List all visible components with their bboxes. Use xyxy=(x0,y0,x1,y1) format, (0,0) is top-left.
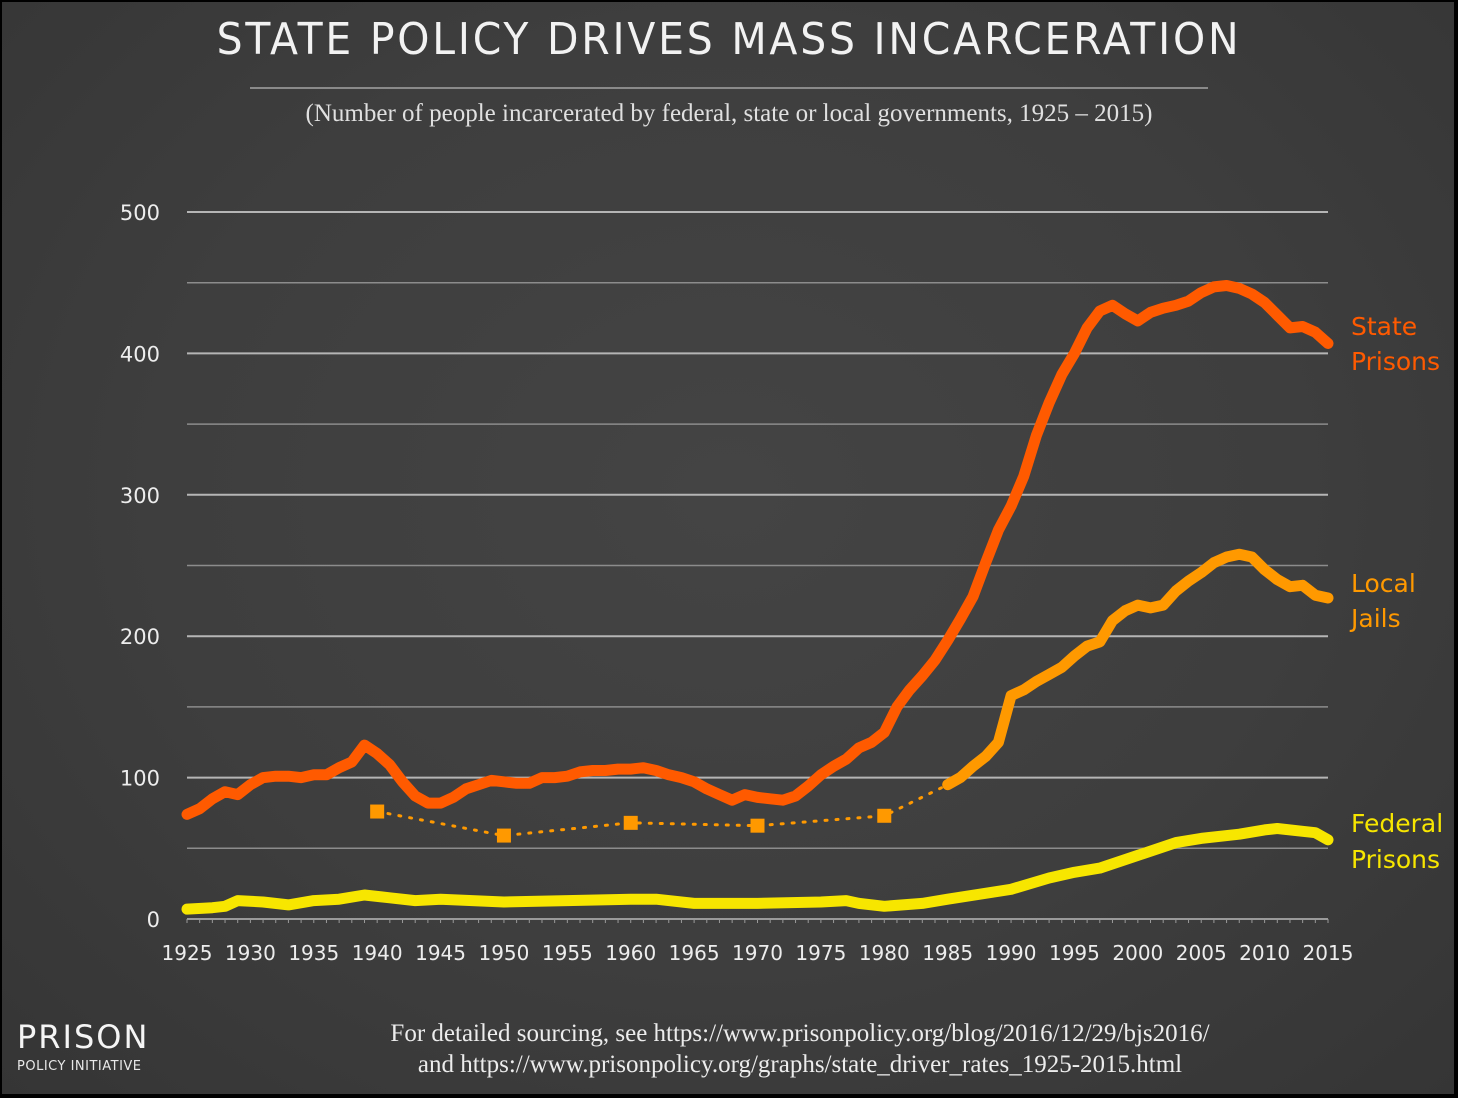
x-tick-label: 1960 xyxy=(605,941,656,965)
series-label: State xyxy=(1351,312,1417,341)
x-axis: 1925 1930 1935 1940 1945 1950 1955 1960 1965 1970… xyxy=(162,918,1354,965)
jail-data-marker xyxy=(370,804,385,819)
series-line-federal-prisons xyxy=(181,823,1334,915)
jail-data-marker xyxy=(623,815,638,830)
x-tick-label: 1980 xyxy=(859,941,910,965)
y-tick-label: 200 xyxy=(120,625,160,649)
x-tick-label: 2000 xyxy=(1112,941,1163,965)
gridlines xyxy=(187,211,1328,850)
x-tick-label: 2005 xyxy=(1176,941,1227,965)
x-tick-label: 1925 xyxy=(162,941,213,965)
source-link-2[interactable]: and https://www.prisonpolicy.org/graphs/… xyxy=(417,1051,1183,1078)
x-tick-label: 1965 xyxy=(669,941,720,965)
series-label: Prisons xyxy=(1351,845,1440,874)
x-tick-label: 1950 xyxy=(478,941,529,965)
series-line-local-jails xyxy=(942,548,1334,791)
jail-data-marker xyxy=(496,828,511,843)
jail-data-marker xyxy=(750,818,765,833)
series-line-state-prisons xyxy=(181,280,1334,820)
x-tick-label: 1970 xyxy=(732,941,783,965)
x-tick-label: 2010 xyxy=(1239,941,1290,965)
series-label: Prisons xyxy=(1351,347,1440,376)
series-label: Federal xyxy=(1351,809,1443,838)
series-lines xyxy=(181,280,1334,915)
source-link-1[interactable]: For detailed sourcing, see https://www.p… xyxy=(390,1020,1210,1047)
x-tick-label: 1975 xyxy=(795,941,846,965)
y-tick-label: 500 xyxy=(120,201,160,225)
y-tick-label: 0 xyxy=(147,908,160,932)
x-tick-label: 1985 xyxy=(922,941,973,965)
x-tick-label: 1945 xyxy=(415,941,466,965)
line-chart: 0 100 200 300 400 500 1925 1930 1935 1940 1945 195… xyxy=(120,201,1443,965)
series-labels: State Prisons Local Jails Federal Prisons xyxy=(1349,312,1443,874)
series-label: Jails xyxy=(1349,604,1401,633)
logo-prison: PRISON xyxy=(17,1018,150,1056)
x-tick-label: 1935 xyxy=(288,941,339,965)
x-tick-label: 1995 xyxy=(1049,941,1100,965)
y-tick-label: 400 xyxy=(120,342,160,366)
x-tick-label: 1990 xyxy=(986,941,1037,965)
y-axis-ticks: 0 100 200 300 400 500 xyxy=(120,201,160,932)
chart-title: STATE POLICY DRIVES MASS INCARCERATION xyxy=(216,14,1242,65)
series-label: Local xyxy=(1351,569,1416,598)
x-tick-label: 1955 xyxy=(542,941,593,965)
x-tick-label: 2015 xyxy=(1303,941,1354,965)
logo-policy-initiative: POLICY INITIATIVE xyxy=(17,1059,142,1074)
title-divider xyxy=(250,87,1208,89)
y-tick-label: 300 xyxy=(120,484,160,508)
jail-dotted-line xyxy=(375,783,950,838)
source-note: For detailed sourcing, see https://www.p… xyxy=(300,1018,1300,1080)
jail-data-marker xyxy=(877,808,892,823)
x-tick-label: 1940 xyxy=(352,941,403,965)
chart-subtitle: (Number of people incarcerated by federa… xyxy=(305,100,1153,127)
y-tick-label: 100 xyxy=(120,767,160,791)
x-tick-label: 1930 xyxy=(225,941,276,965)
